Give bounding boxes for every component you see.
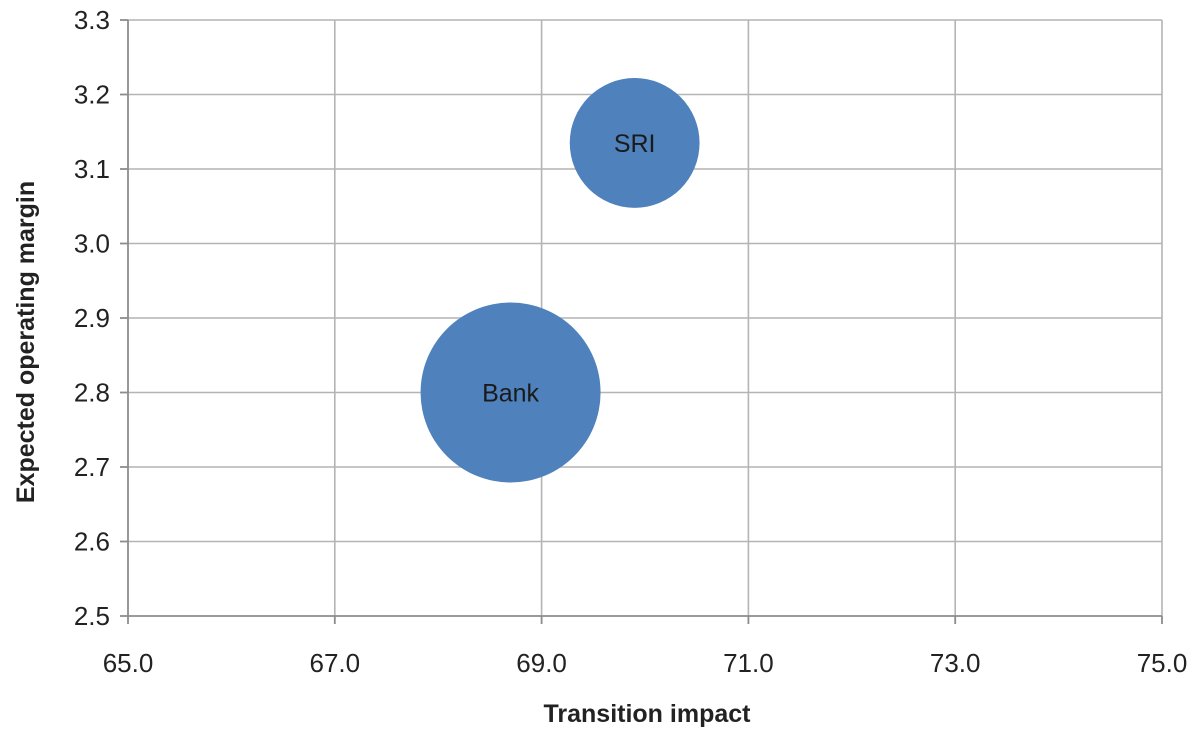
y-tick-label: 3.0 xyxy=(74,229,110,259)
x-axis-title: Transition impact xyxy=(544,700,752,728)
x-tick-label: 73.0 xyxy=(930,648,981,678)
bubble-label-bank: Bank xyxy=(482,380,539,408)
y-tick-label: 3.2 xyxy=(74,80,110,110)
y-tick-label: 2.7 xyxy=(74,452,110,482)
y-tick-label: 2.5 xyxy=(74,601,110,631)
y-axis-title: Expected operating margin xyxy=(12,181,40,503)
y-tick-label: 3.3 xyxy=(74,5,110,35)
x-tick-label: 67.0 xyxy=(309,648,360,678)
x-tick-label: 65.0 xyxy=(103,648,154,678)
bubble-label-sri: SRI xyxy=(614,130,656,158)
y-tick-label: 2.6 xyxy=(74,527,110,557)
gridlines xyxy=(128,19,1163,616)
y-tick-label: 2.9 xyxy=(74,303,110,333)
x-tick-label: 75.0 xyxy=(1137,648,1188,678)
bubble-sri xyxy=(569,78,700,208)
axes xyxy=(120,19,1163,624)
bubble-bank xyxy=(420,302,601,483)
tick-labels: 65.0 67.0 69.0 71.0 73.0 75.0 2.5 2.6 2.7 2.8 2.9 3… xyxy=(74,5,1187,678)
x-tick-label: 71.0 xyxy=(723,648,774,678)
bubbles: Bank SRI xyxy=(420,78,700,483)
x-tick-label: 69.0 xyxy=(516,648,567,678)
y-tick-label: 3.1 xyxy=(74,154,110,184)
y-tick-label: 2.8 xyxy=(74,378,110,408)
